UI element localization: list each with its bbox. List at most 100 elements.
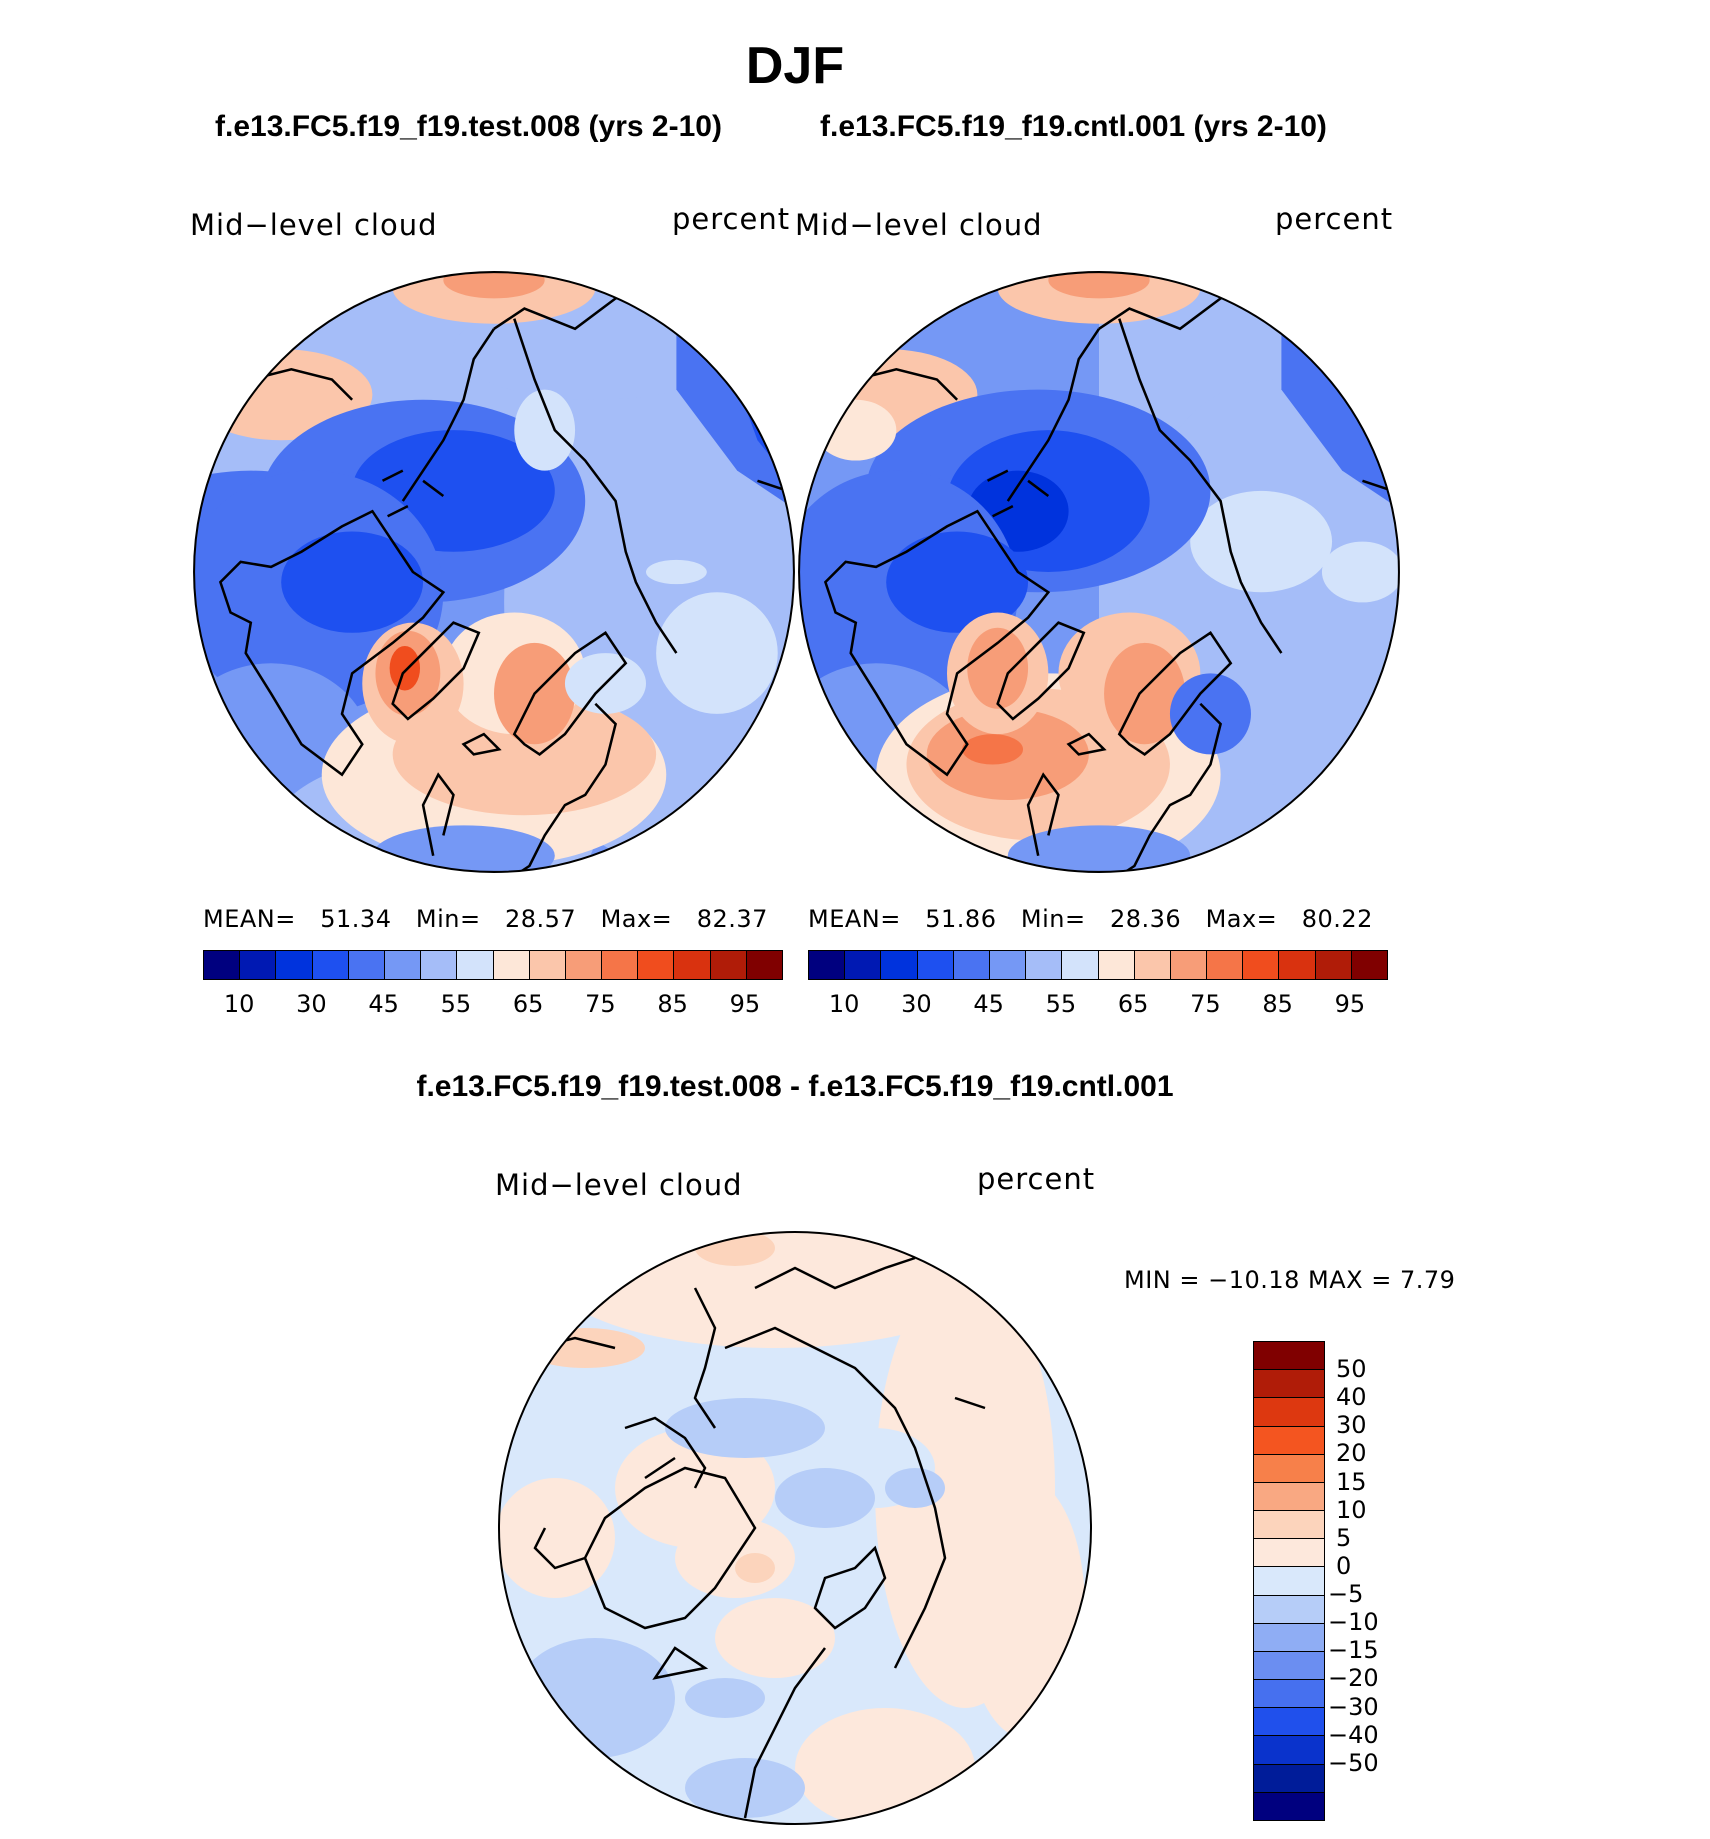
min-label: Min=	[1020, 905, 1086, 933]
colorbar-swatch	[917, 951, 954, 979]
colorbar-swatch	[1254, 1567, 1324, 1596]
colorbar-swatch	[240, 951, 277, 979]
colorbar-tick-label: 30	[1336, 1411, 1367, 1440]
colorbar-tick-label: 10	[828, 990, 860, 1018]
colorbar-swatch	[565, 951, 603, 979]
colorbar-swatch	[1254, 1623, 1324, 1652]
colorbar-swatch	[1254, 1736, 1324, 1765]
difference-title: f.e13.FC5.f19_f19.test.008 - f.e13.FC5.f…	[416, 1070, 1174, 1103]
colorbar-swatch	[1254, 1595, 1324, 1624]
colorbar-swatch	[881, 951, 918, 979]
colorbar-swatch	[602, 951, 639, 979]
colorbar-tick-label: 15	[1336, 1467, 1367, 1496]
colorbar-swatch	[638, 951, 675, 979]
colorbar-tick-label: −10	[1328, 1608, 1379, 1637]
colorbar-tick-label: 30	[296, 990, 327, 1018]
min-value: 28.57	[504, 905, 577, 933]
colorbar-swatch	[1254, 1482, 1324, 1512]
mean-label: MEAN=	[808, 905, 901, 933]
colorbar-swatch	[1207, 951, 1244, 979]
colorbar-swatch	[1062, 951, 1099, 979]
colorbar-swatch	[746, 951, 782, 979]
colorbar-tick-label: 50	[1336, 1355, 1367, 1384]
colorbar-swatch	[1098, 951, 1135, 979]
colorbar-tick-label: −20	[1328, 1664, 1379, 1693]
colorbar-swatch	[1254, 1792, 1324, 1820]
colorbar-tick-label: 85	[1262, 990, 1293, 1018]
panel-1-units-label: percent	[672, 202, 791, 236]
colorbar-swatch	[421, 951, 458, 979]
colorbar-tick-label: 45	[973, 990, 1004, 1018]
colorbar-tick-label: 10	[1336, 1495, 1367, 1524]
mean-value: 51.86	[925, 905, 997, 933]
colorbar-swatch	[1254, 1680, 1324, 1709]
colorbar-swatch	[1254, 1342, 1324, 1371]
colorbar-swatch	[1254, 1708, 1324, 1737]
colorbar-tick-label: −50	[1328, 1748, 1379, 1777]
max-label: Max=	[1205, 905, 1278, 933]
max-value: 80.22	[1301, 905, 1373, 933]
mean-label: MEAN=	[203, 905, 296, 933]
colorbar-swatch	[204, 951, 241, 979]
difference-colorbar	[1253, 1341, 1325, 1821]
colorbar-swatch	[809, 951, 846, 979]
panel-1-variable-label: Mid−level cloud	[190, 208, 438, 242]
colorbar-swatch	[457, 951, 494, 979]
colorbar-swatch	[276, 951, 313, 979]
colorbar-tick-label: 75	[1190, 990, 1221, 1018]
max-label: Max=	[600, 905, 673, 933]
colorbar-swatch	[1254, 1511, 1324, 1540]
colorbar-swatch	[674, 951, 711, 979]
difference-polar-map	[498, 1231, 1092, 1825]
panel-2-case-title: f.e13.FC5.f19_f19.cntl.001 (yrs 2-10)	[820, 110, 1327, 143]
panel-1-stats: MEAN= 51.34 Min= 28.57 Max= 82.37	[203, 905, 768, 933]
colorbar-swatch	[493, 951, 530, 979]
mean-value: 51.34	[320, 905, 392, 933]
colorbar-swatch	[845, 951, 882, 979]
panel-2-variable-label: Mid−level cloud	[795, 208, 1043, 242]
colorbar-swatch	[1315, 951, 1352, 979]
colorbar-tick-label: 0	[1336, 1551, 1352, 1580]
difference-colorbar-ticks: 50 40 30 20 15 10 5 0 −5 −10 −15 −20 −30 −40 −50	[1328, 1341, 1456, 1819]
panel-2-polar-map	[798, 271, 1400, 873]
colorbar-swatch	[384, 951, 422, 979]
colorbar-tick-label: −30	[1328, 1692, 1379, 1721]
panel-1-case-title: f.e13.FC5.f19_f19.test.008 (yrs 2-10)	[215, 110, 722, 143]
colorbar-swatch	[529, 951, 566, 979]
colorbar-swatch	[1170, 951, 1208, 979]
colorbar-swatch	[1026, 951, 1063, 979]
colorbar-tick-label: 20	[1336, 1439, 1367, 1468]
colorbar-swatch	[710, 951, 747, 979]
colorbar-tick-label: 65	[1117, 990, 1149, 1018]
colorbar-tick-label: 55	[1045, 990, 1077, 1018]
difference-minmax: MIN = −10.18 MAX = 7.79	[1124, 1266, 1456, 1294]
difference-units-label: percent	[977, 1162, 1096, 1196]
colorbar-swatch	[1254, 1426, 1324, 1455]
colorbar-tick-label: 75	[585, 990, 616, 1018]
panel-1-colorbar-ticks: 10 30 45 55 65 75 85 95	[203, 990, 781, 1020]
colorbar-tick-label: 85	[657, 990, 688, 1018]
figure-title: DJF	[745, 37, 845, 95]
panel-2-units-label: percent	[1275, 202, 1394, 236]
panel-2-stats: MEAN= 51.86 Min= 28.36 Max= 80.22	[808, 905, 1373, 933]
colorbar-tick-label: 45	[368, 990, 399, 1018]
colorbar-tick-label: 95	[1334, 990, 1366, 1018]
panel-1-colorbar	[203, 950, 783, 980]
colorbar-swatch	[1254, 1398, 1324, 1427]
colorbar-swatch	[1254, 1651, 1324, 1681]
colorbar-swatch	[1351, 951, 1387, 979]
colorbar-tick-label: 10	[223, 990, 255, 1018]
colorbar-swatch	[1254, 1764, 1324, 1793]
colorbar-tick-label: −40	[1328, 1720, 1379, 1749]
colorbar-tick-label: 30	[901, 990, 932, 1018]
min-value: 28.36	[1109, 905, 1182, 933]
colorbar-swatch	[1134, 951, 1171, 979]
colorbar-swatch	[312, 951, 349, 979]
colorbar-tick-label: 95	[729, 990, 761, 1018]
colorbar-tick-label: 65	[512, 990, 544, 1018]
colorbar-swatch	[1279, 951, 1316, 979]
max-value: 82.37	[696, 905, 768, 933]
colorbar-swatch	[1243, 951, 1280, 979]
colorbar-tick-label: −15	[1328, 1636, 1379, 1665]
colorbar-swatch	[989, 951, 1027, 979]
